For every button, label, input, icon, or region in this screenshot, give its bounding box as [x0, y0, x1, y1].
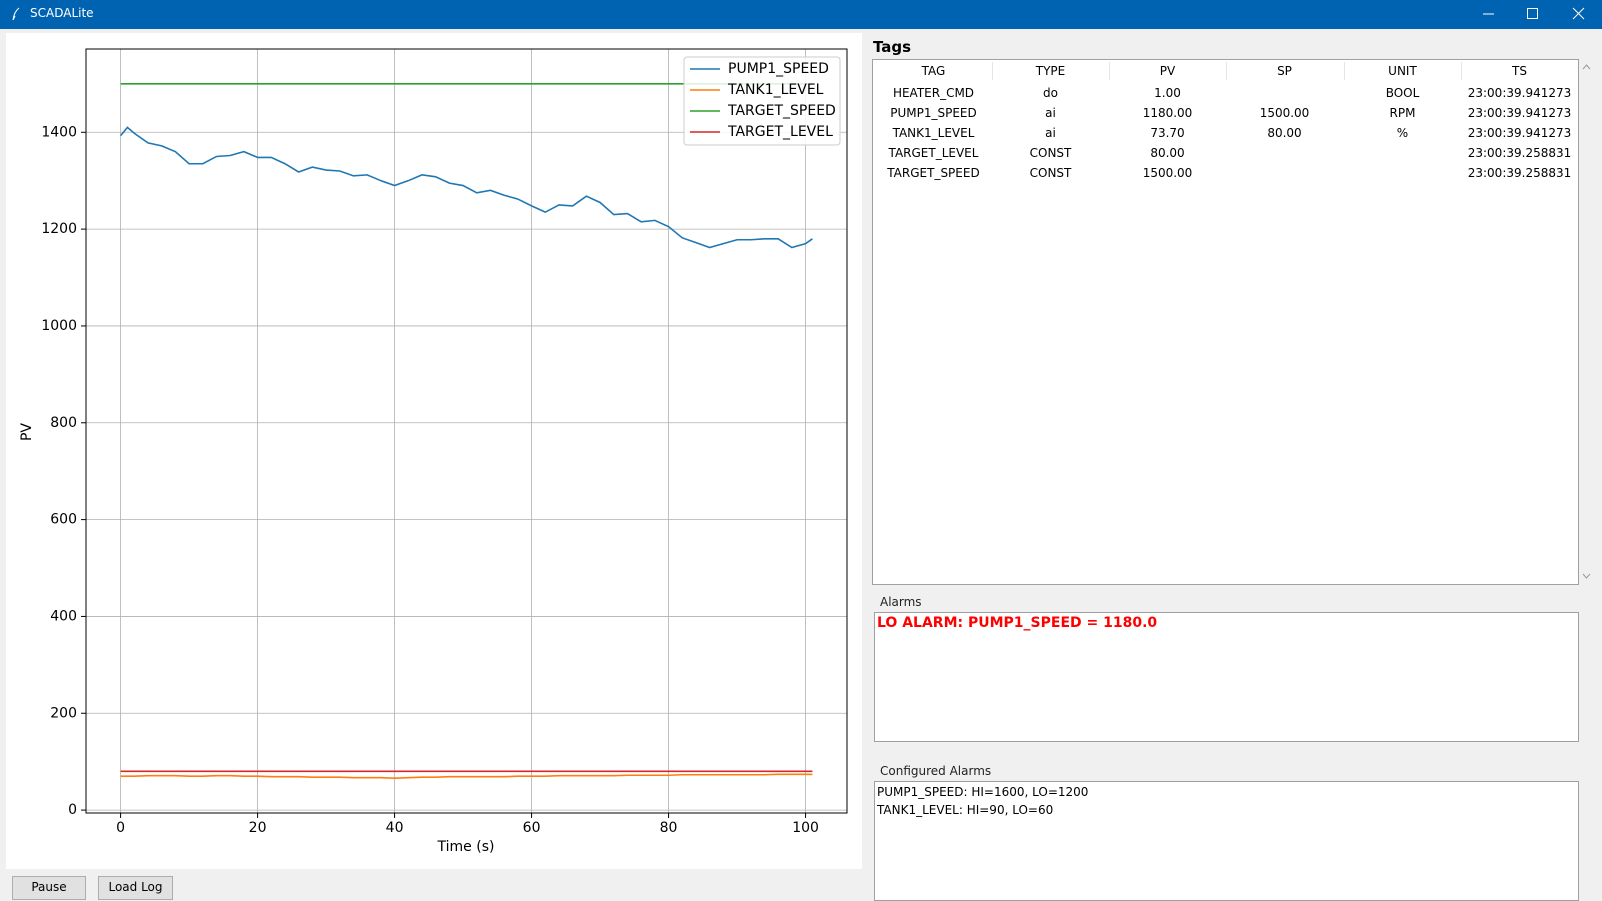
column-header: PV — [1159, 64, 1176, 78]
table-cell: 1180.00 — [1142, 106, 1193, 120]
table-cell: ai — [1045, 106, 1056, 120]
table-cell: 1500.00 — [1259, 106, 1310, 120]
tags-heading: Tags — [873, 38, 912, 56]
table-cell: 73.70 — [1150, 126, 1185, 140]
chart: Time (s) PV 0 200 400 600 800 1000 1200 1400 0 20… — [6, 33, 862, 869]
x-tick-label: 60 — [523, 820, 541, 836]
window-controls[interactable] — [1470, 0, 1602, 29]
table-cell: HEATER_CMD — [892, 86, 975, 100]
table-cell: CONST — [1029, 166, 1072, 180]
table-cell: 23:00:39.941273 — [1467, 86, 1572, 100]
tags-table: TAG TYPE PV SP UNIT TS HEATER_CMD do 1.00 BOOL 23:… — [872, 59, 1579, 585]
column-separator — [1226, 62, 1227, 80]
load-log-button[interactable]: Load Log — [98, 876, 173, 900]
table-cell: 80.00 — [1267, 126, 1302, 140]
y-tick-label: 1000 — [41, 318, 77, 334]
table-cell: TARGET_SPEED — [887, 166, 980, 180]
pause-button[interactable]: Pause — [12, 876, 86, 900]
configured-alarm: PUMP1_SPEED: HI=1600, LO=1200 — [877, 785, 1089, 799]
configured-alarms-box: PUMP1_SPEED: HI=1600, LO=1200 TANK1_LEVEL… — [874, 781, 1579, 901]
table-cell: 1500.00 — [1142, 166, 1193, 180]
legend-label: TARGET_LEVEL — [727, 124, 833, 140]
column-separator — [1461, 62, 1462, 80]
table-cell: % — [1396, 126, 1409, 140]
alarms-heading: Alarms — [880, 595, 922, 609]
title-bar: SCADALite — [0, 0, 1602, 29]
column-header: SP — [1277, 64, 1292, 78]
alarm-message: LO ALARM: PUMP1_SPEED = 1180.0 — [877, 615, 1158, 631]
scrollbar[interactable] — [1579, 59, 1594, 585]
y-tick-label: 400 — [50, 608, 77, 624]
table-cell: CONST — [1029, 146, 1072, 160]
window-title: SCADALite — [30, 6, 94, 20]
y-tick-label: 1400 — [41, 124, 77, 140]
table-cell: 1.00 — [1154, 86, 1181, 100]
axes-frame — [85, 48, 848, 814]
configured-alarm: TANK1_LEVEL: HI=90, LO=60 — [877, 803, 1054, 817]
column-header: TAG — [921, 64, 946, 78]
table-cell: 23:00:39.258831 — [1467, 166, 1572, 180]
table-cell: 23:00:39.941273 — [1467, 106, 1572, 120]
y-axis-label: PV — [19, 423, 35, 441]
scroll-arrows — [1582, 64, 1591, 579]
column-separator — [1344, 62, 1345, 80]
legend-label: TARGET_SPEED — [727, 103, 836, 119]
table-cell: RPM — [1389, 106, 1416, 120]
x-tick-label: 100 — [792, 820, 819, 836]
column-header: TYPE — [1035, 64, 1066, 78]
series-line — [119, 126, 813, 249]
series-line — [120, 773, 813, 779]
x-tick-label: 0 — [116, 820, 125, 836]
table-cell: 80.00 — [1150, 146, 1185, 160]
table-cell: 23:00:39.941273 — [1467, 126, 1572, 140]
y-tick-label: 1200 — [41, 221, 77, 237]
app-icon — [12, 7, 20, 21]
legend-box — [683, 56, 841, 146]
y-tick-label: 200 — [50, 705, 77, 721]
column-header: UNIT — [1388, 64, 1417, 78]
y-tick-label: 800 — [50, 415, 77, 431]
table-cell: BOOL — [1385, 86, 1420, 100]
column-separator — [992, 62, 993, 80]
table-cell: TARGET_LEVEL — [888, 146, 979, 160]
column-header: TS — [1512, 64, 1527, 78]
table-cell: ai — [1045, 126, 1056, 140]
x-tick-label: 80 — [660, 820, 678, 836]
chart-panel — [6, 33, 862, 869]
table-cell: TANK1_LEVEL — [892, 126, 975, 140]
legend-label: TANK1_LEVEL — [727, 82, 824, 98]
table-cell: 23:00:39.258831 — [1467, 146, 1572, 160]
table-cell: do — [1043, 86, 1058, 100]
configured-alarms-heading: Configured Alarms — [880, 764, 992, 778]
y-tick-label: 0 — [68, 802, 77, 818]
table-cell: PUMP1_SPEED — [890, 106, 977, 120]
x-axis-label: Time (s) — [437, 839, 495, 855]
legend-label: PUMP1_SPEED — [728, 61, 829, 77]
x-tick-label: 40 — [386, 820, 404, 836]
alarms-box: LO ALARM: PUMP1_SPEED = 1180.0 — [874, 612, 1579, 742]
y-tick-label: 600 — [50, 512, 77, 528]
column-separator — [1109, 62, 1110, 80]
x-tick-label: 20 — [249, 820, 267, 836]
